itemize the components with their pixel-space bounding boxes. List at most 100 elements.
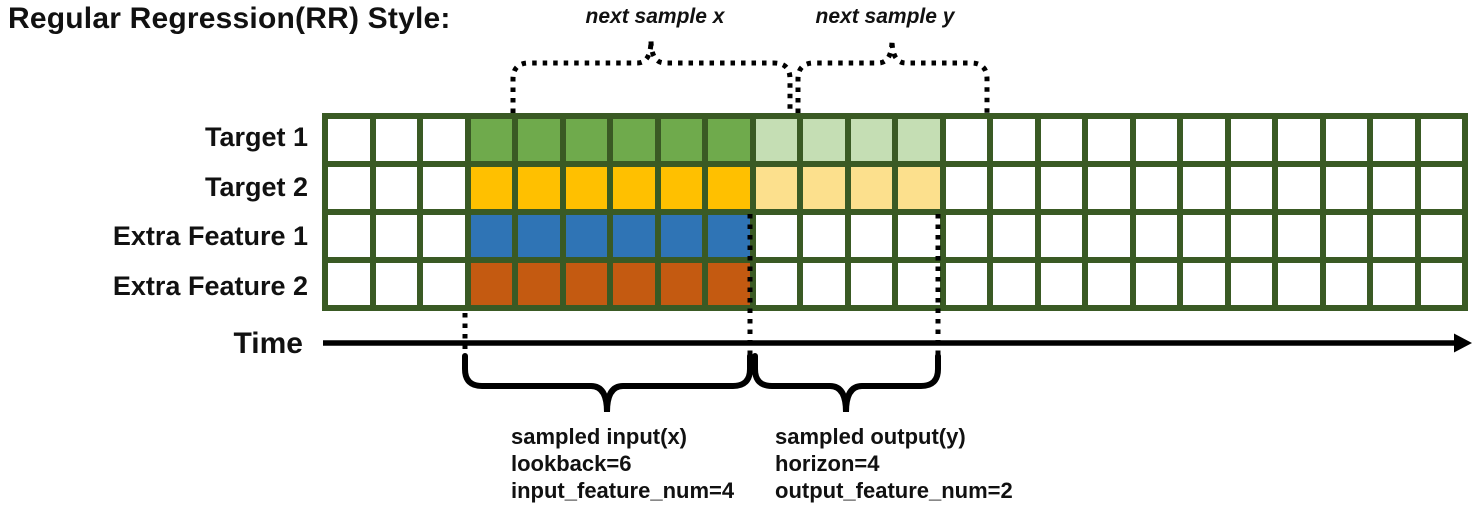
grid-cell [898, 263, 940, 305]
grid-cell [1088, 215, 1130, 257]
next-sample-x-brace [510, 39, 793, 113]
grid-cell [470, 263, 512, 305]
timeseries-grid [322, 113, 1468, 311]
sampled-input-line: sampled input(x) [511, 424, 688, 449]
grid-cell [518, 263, 560, 305]
grid-cell [993, 215, 1035, 257]
grid-cell [850, 263, 892, 305]
sampled-input-brace [462, 353, 753, 413]
grid-cell [803, 215, 845, 257]
grid-cell [660, 119, 702, 161]
grid-cell [1278, 215, 1320, 257]
grid-cell [1135, 119, 1177, 161]
grid-cell [470, 119, 512, 161]
next-sample-y-brace [795, 39, 990, 113]
sampled-output-brace [752, 353, 941, 413]
grid-cell [565, 167, 607, 209]
grid-cell [898, 167, 940, 209]
row-label-target-1: Target 1 [204, 122, 308, 153]
output-feature-num-line: output_feature_num=2 [775, 478, 1013, 503]
grid-cell [328, 215, 370, 257]
grid-cell [660, 167, 702, 209]
grid-cell [1183, 215, 1225, 257]
grid-cell [1040, 263, 1082, 305]
grid-cell [1278, 167, 1320, 209]
grid-cell [470, 167, 512, 209]
grid-cell [803, 167, 845, 209]
grid-cell [1420, 167, 1462, 209]
grid-cell [708, 167, 750, 209]
grid-cell [470, 215, 512, 257]
grid-cell [1135, 167, 1177, 209]
grid-cell [755, 263, 797, 305]
grid-cell [1230, 263, 1272, 305]
grid-cell [565, 263, 607, 305]
grid-cell [850, 119, 892, 161]
grid-cell [423, 263, 465, 305]
grid-cell [375, 215, 417, 257]
grid-cell [803, 263, 845, 305]
grid-cell [423, 215, 465, 257]
grid-cell [1040, 167, 1082, 209]
grid-cell [945, 167, 987, 209]
page-title: Regular Regression(RR) Style: [8, 2, 451, 35]
grid-cell [1278, 263, 1320, 305]
sampled-output-note: sampled output(y) horizon=4 output_featu… [775, 423, 1013, 504]
grid-cell [613, 119, 655, 161]
grid-cell [565, 119, 607, 161]
grid-cell [518, 167, 560, 209]
grid-cell [850, 215, 892, 257]
grid-cell [1183, 263, 1225, 305]
grid-cell [660, 263, 702, 305]
grid-cell [1325, 263, 1367, 305]
grid-cell [945, 215, 987, 257]
grid-cell [1230, 119, 1272, 161]
grid-cell [1373, 215, 1415, 257]
next-sample-y-label: next sample y [815, 5, 955, 28]
row-label-extra-feature-2: Extra Feature 2 [112, 270, 308, 301]
grid-cell [1420, 119, 1462, 161]
sampled-output-line: sampled output(y) [775, 424, 966, 449]
grid-cell [803, 119, 845, 161]
grid-cell [375, 263, 417, 305]
grid-cell [945, 263, 987, 305]
grid-cell [1373, 263, 1415, 305]
grid-cell [1183, 167, 1225, 209]
grid-cell [755, 215, 797, 257]
grid-cell [755, 119, 797, 161]
grid-cell [898, 215, 940, 257]
grid-cell [613, 167, 655, 209]
grid-cell [1373, 167, 1415, 209]
grid-cell [850, 167, 892, 209]
grid-cell [1230, 215, 1272, 257]
grid-cell [328, 263, 370, 305]
grid-cell [898, 119, 940, 161]
grid-cell [1135, 215, 1177, 257]
grid-cell [993, 119, 1035, 161]
grid-cell [1040, 119, 1082, 161]
grid-cell [328, 119, 370, 161]
grid-cell [1230, 167, 1272, 209]
grid-cell [993, 167, 1035, 209]
row-label-target-2: Target 2 [204, 171, 308, 202]
grid-cell [708, 119, 750, 161]
grid-cell [993, 263, 1035, 305]
grid-cell [613, 215, 655, 257]
grid-cell [1420, 215, 1462, 257]
grid-cell [1088, 263, 1130, 305]
time-axis-arrowhead [1454, 333, 1472, 353]
row-label-extra-feature-1: Extra Feature 1 [112, 221, 308, 252]
grid-cell [1088, 167, 1130, 209]
grid-cell [375, 167, 417, 209]
grid-cell [518, 119, 560, 161]
grid-cell [1325, 167, 1367, 209]
grid-cell [1420, 263, 1462, 305]
grid-cell [755, 167, 797, 209]
time-axis-label: Time [233, 327, 303, 360]
grid-cell [375, 119, 417, 161]
grid-cell [1373, 119, 1415, 161]
grid-cell [1040, 215, 1082, 257]
grid-cell [660, 215, 702, 257]
grid-cell [708, 215, 750, 257]
